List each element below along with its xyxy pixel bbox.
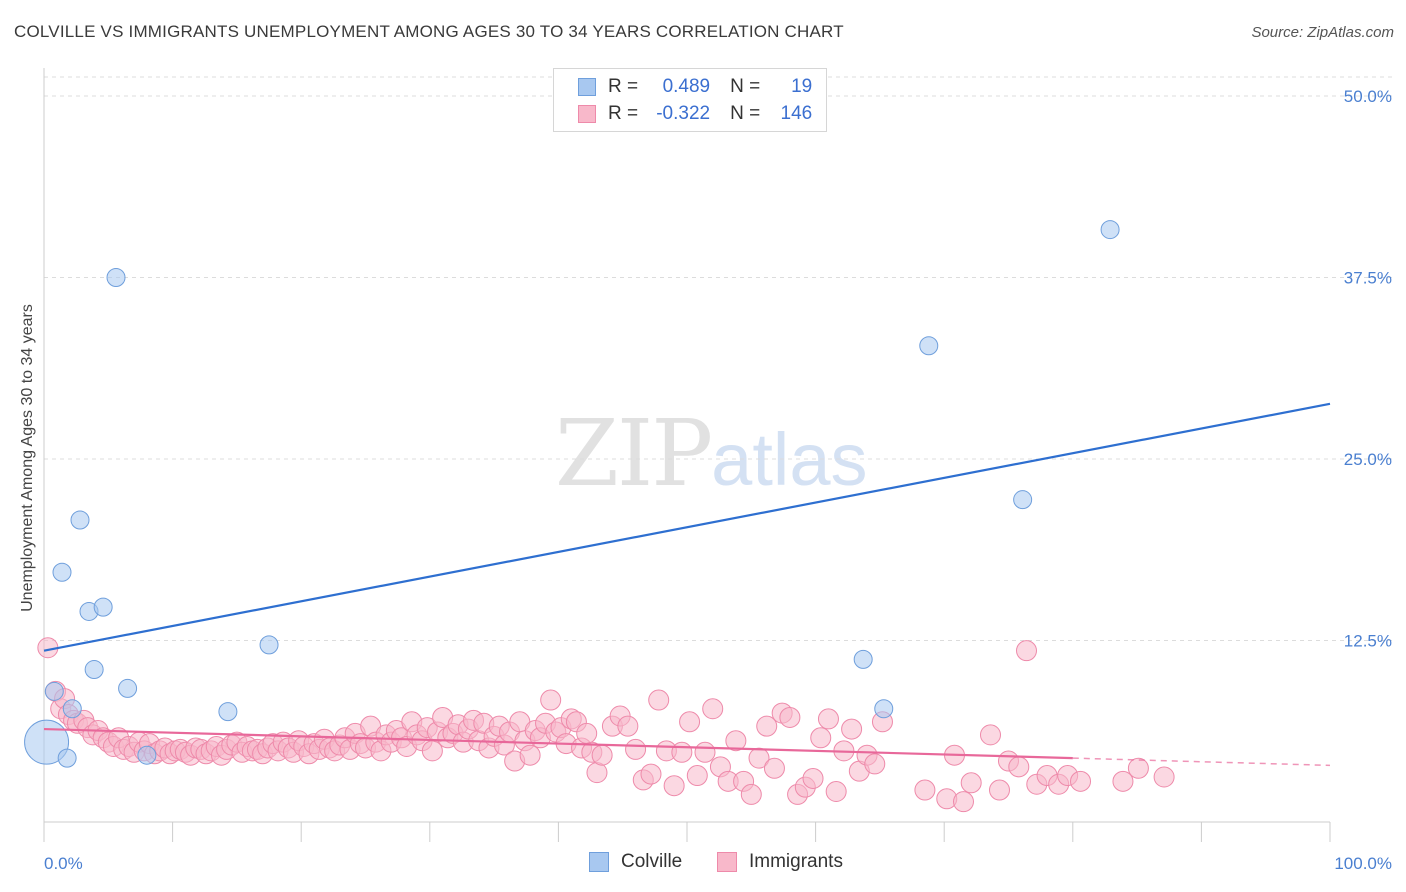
immigrants-point xyxy=(952,791,974,813)
colville-point xyxy=(24,719,70,765)
immigrants-point xyxy=(702,698,724,720)
immigrants-trend-line xyxy=(43,727,1073,760)
legend-label-immigrants: Immigrants xyxy=(749,851,843,872)
immigrants-point xyxy=(1008,756,1030,778)
immigrants-swatch xyxy=(717,852,737,872)
legend-row-colville: R = 0.489 N = 19 xyxy=(578,75,812,99)
immigrants-point xyxy=(864,753,886,775)
n-value: 19 xyxy=(791,76,813,97)
immigrants-point xyxy=(671,741,693,763)
series-legend: Colville Immigrants xyxy=(0,851,1406,879)
y-tick-label: 12.5% xyxy=(1344,632,1392,651)
x-tick-label: 100.0% xyxy=(1334,854,1392,873)
immigrants-trend-extension xyxy=(1072,757,1331,767)
immigrants-point xyxy=(914,779,936,801)
immigrants-point xyxy=(810,727,832,749)
y-axis-label: Unemployment Among Ages 30 to 34 years xyxy=(19,304,36,612)
legend-item-immigrants: Immigrants xyxy=(717,851,843,873)
source-label: Source: ZipAtlas.com xyxy=(1251,24,1394,41)
immigrants-point xyxy=(1153,766,1175,788)
immigrants-point xyxy=(841,718,863,740)
immigrants-point xyxy=(648,689,670,711)
immigrants-point xyxy=(591,744,613,766)
immigrants-point xyxy=(740,783,762,805)
immigrants-point xyxy=(686,765,708,787)
colville-point xyxy=(118,678,138,698)
n-label: N = xyxy=(730,103,761,124)
legend-item-colville: Colville xyxy=(589,851,682,873)
immigrants-point xyxy=(519,744,541,766)
colville-point xyxy=(137,745,157,765)
immigrants-point xyxy=(725,730,747,752)
colville-point xyxy=(62,699,82,719)
immigrants-point xyxy=(576,722,598,744)
immigrants-point xyxy=(756,715,778,737)
colville-point xyxy=(44,681,64,701)
immigrants-point xyxy=(1070,770,1092,792)
immigrants-point xyxy=(540,689,562,711)
colville-point xyxy=(84,660,104,680)
immigrants-point xyxy=(979,724,1001,746)
immigrants-point xyxy=(1112,770,1134,792)
y-tick-label: 50.0% xyxy=(1344,87,1392,106)
immigrants-point xyxy=(817,708,839,730)
colville-trend-line xyxy=(43,402,1331,652)
immigrants-point xyxy=(640,763,662,785)
legend-label-colville: Colville xyxy=(621,851,683,872)
colville-point xyxy=(853,649,873,669)
x-tick-label: 0.0% xyxy=(44,854,83,873)
immigrants-point xyxy=(1127,757,1149,779)
immigrants-point xyxy=(663,775,685,797)
colville-point xyxy=(919,336,939,356)
colville-point xyxy=(93,597,113,617)
immigrants-point xyxy=(988,779,1010,801)
r-label: R = xyxy=(608,76,639,97)
immigrants-point xyxy=(1016,640,1038,662)
colville-point xyxy=(52,562,72,582)
watermark-zip: ZIP xyxy=(555,400,713,507)
watermark: ZIPatlas xyxy=(555,400,867,507)
immigrants-point xyxy=(960,772,982,794)
chart-title: COLVILLE VS IMMIGRANTS UNEMPLOYMENT AMON… xyxy=(14,22,844,41)
colville-point xyxy=(70,510,90,530)
immigrants-point xyxy=(617,715,639,737)
y-tick-label: 25.0% xyxy=(1344,450,1392,469)
colville-point xyxy=(1013,490,1033,510)
r-value: -0.322 xyxy=(656,103,711,124)
immigrants-point xyxy=(825,781,847,803)
immigrants-point xyxy=(694,741,716,763)
immigrants-point xyxy=(679,711,701,733)
n-label: N = xyxy=(730,76,761,97)
immigrants-point xyxy=(586,762,608,784)
colville-point xyxy=(259,635,279,655)
immigrants-point xyxy=(779,706,801,728)
legend-row-immigrants: R = -0.322 N = 146 xyxy=(578,102,812,126)
colville-point xyxy=(874,699,894,719)
colville-swatch xyxy=(578,78,596,96)
stats-legend: R = 0.489 N = 19 R = -0.322 N = 146 xyxy=(553,68,827,132)
y-tick-label: 37.5% xyxy=(1344,269,1392,288)
immigrants-point xyxy=(763,757,785,779)
r-value: 0.489 xyxy=(662,76,711,97)
colville-point xyxy=(218,702,238,722)
n-value: 146 xyxy=(780,103,813,124)
immigrants-point xyxy=(748,747,770,769)
r-label: R = xyxy=(608,103,639,124)
immigrants-point xyxy=(625,738,647,760)
immigrants-point xyxy=(802,767,824,789)
colville-point xyxy=(1100,220,1120,240)
colville-point xyxy=(57,748,77,768)
colville-swatch xyxy=(589,852,609,872)
colville-point xyxy=(106,268,126,287)
immigrants-swatch xyxy=(578,105,596,123)
